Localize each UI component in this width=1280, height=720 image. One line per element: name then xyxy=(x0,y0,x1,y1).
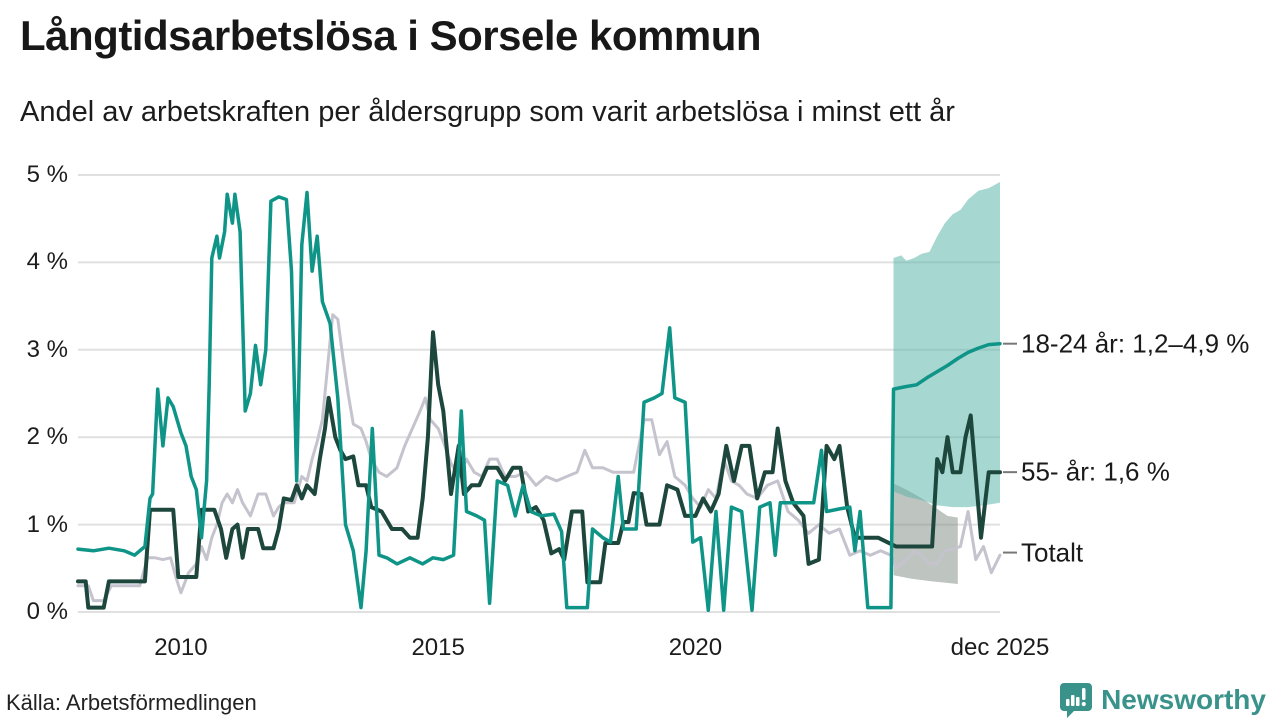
series-annotation: 55- år: 1,6 % xyxy=(1021,456,1170,487)
series-line-55-r xyxy=(76,330,1002,610)
y-tick-label: 1 % xyxy=(26,510,68,538)
x-tick-label: 2015 xyxy=(411,634,465,661)
y-tick-label: 3 % xyxy=(26,335,68,363)
page-title: Långtidsarbetslösa i Sorsele kommun xyxy=(20,12,762,59)
series-annotation: 18-24 år: 1,2–4,9 % xyxy=(1021,328,1250,359)
y-tick-label: 4 % xyxy=(26,248,68,276)
x-tick-label: 2020 xyxy=(668,634,723,661)
series-line-totalt xyxy=(76,313,1002,603)
brand-lockup[interactable]: Newsworthy xyxy=(1059,682,1266,718)
newsworthy-logo-icon xyxy=(1060,683,1093,718)
x-tick-label: dec 2025 xyxy=(950,634,1050,661)
series-line-18-24-r xyxy=(76,190,1002,613)
y-tick-label: 2 % xyxy=(26,423,68,451)
y-tick-label: 0 % xyxy=(26,598,68,625)
brand-name: Newsworthy xyxy=(1101,684,1266,715)
y-tick-label: 5 % xyxy=(26,161,68,188)
x-tick-label: 2010 xyxy=(154,634,208,661)
series-annotation: Totalt xyxy=(1021,537,1084,568)
page-subtitle: Andel av arbetskraften per åldersgrupp s… xyxy=(20,96,955,128)
source-note: Källa: Arbetsförmedlingen xyxy=(6,690,257,715)
